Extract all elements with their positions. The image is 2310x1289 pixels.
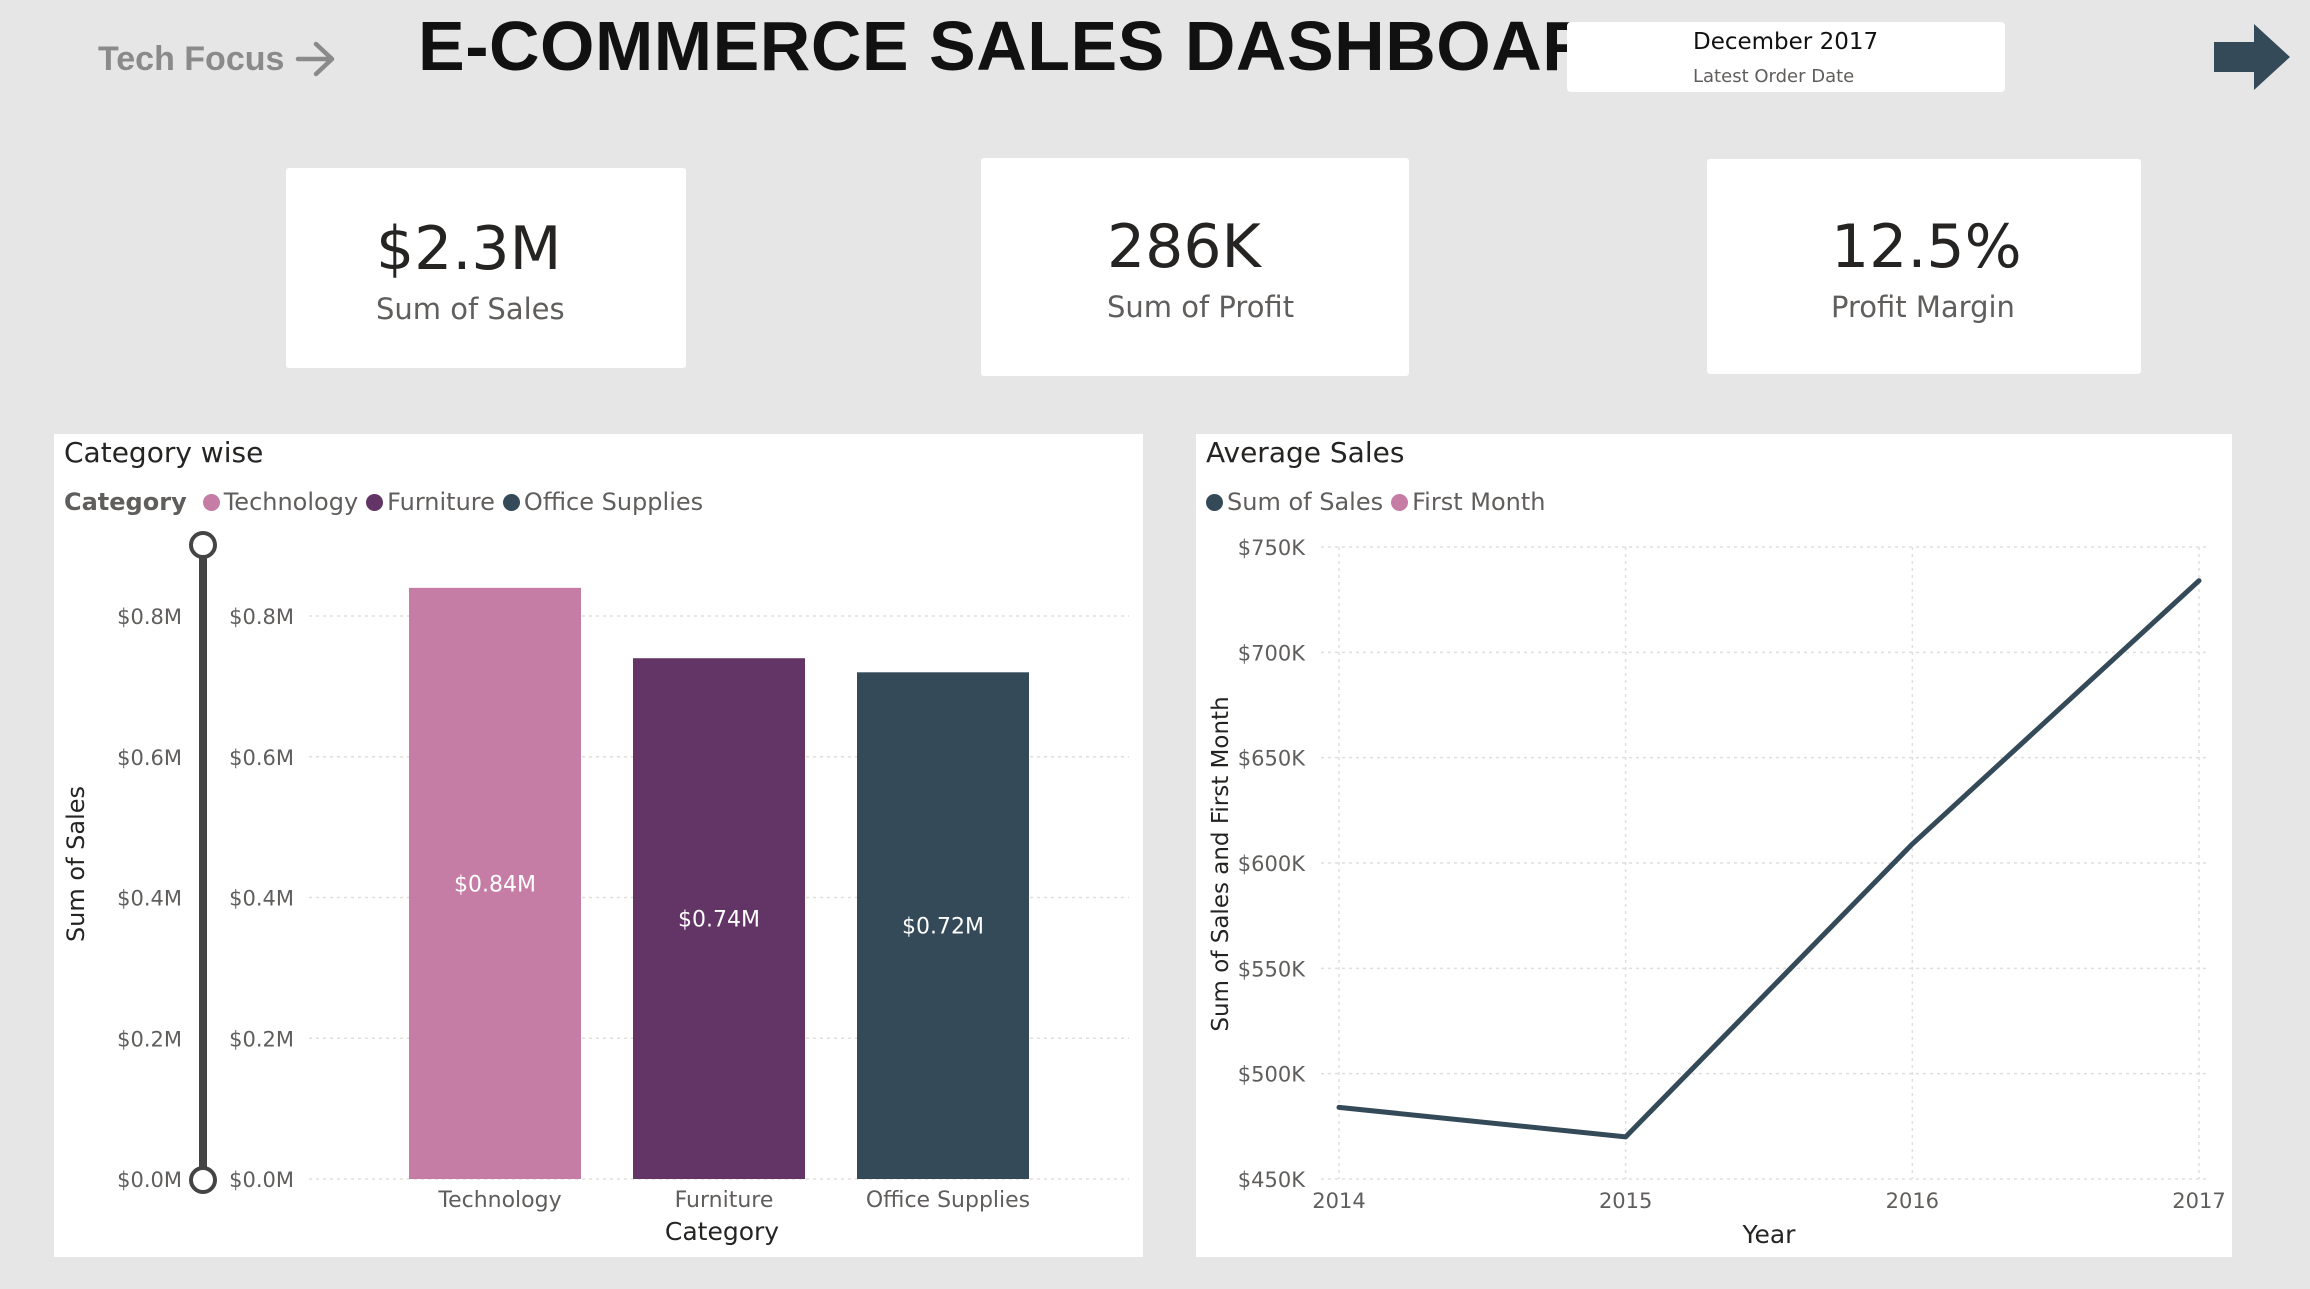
range-slider-handle-top xyxy=(189,531,217,559)
y-axis-title: Sum of Sales xyxy=(62,786,90,942)
y-tick-label-slider: $0.8M xyxy=(117,605,182,629)
legend-title: Category xyxy=(64,488,187,516)
legend-dot xyxy=(1206,493,1223,511)
kpi-profit-value: 286K xyxy=(1107,212,1261,282)
latest-order-date-label: Latest Order Date xyxy=(1693,66,1855,87)
legend-label: Office Supplies xyxy=(523,488,704,516)
average-sales-title: Average Sales xyxy=(1206,436,1405,469)
legend-dot xyxy=(366,493,384,511)
category-chart-title: Category wise xyxy=(64,436,264,469)
range-slider-handle-bottom xyxy=(189,1166,217,1194)
latest-order-date-card: December 2017 Latest Order Date xyxy=(1567,22,2005,92)
legend-item-furniture[interactable]: Furniture xyxy=(366,488,495,516)
y-tick-label: $550K xyxy=(1238,957,1306,981)
bar-data-label: $0.84M xyxy=(454,872,536,897)
legend-dot xyxy=(502,493,520,511)
legend-dot xyxy=(202,493,220,511)
kpi-card-sales: $2.3M Sum of Sales xyxy=(286,168,686,368)
category-legend: Category Technology Furniture Office Sup… xyxy=(64,488,711,516)
legend-item-sum-of-sales[interactable]: Sum of Sales xyxy=(1206,488,1383,516)
x-tick-label: 2015 xyxy=(1599,1189,1652,1213)
legend-item-technology[interactable]: Technology xyxy=(202,488,359,516)
kpi-card-profit: 286K Sum of Profit xyxy=(981,158,1409,376)
kpi-sales-label: Sum of Sales xyxy=(376,292,565,326)
y-tick-label: $0.6M xyxy=(229,746,294,770)
y-tick-label: $0.4M xyxy=(229,887,294,911)
y-tick-label: $700K xyxy=(1238,641,1306,665)
bar-data-label: $0.72M xyxy=(902,915,984,940)
x-tick-label: Furniture xyxy=(675,1188,774,1213)
y-tick-label-slider: $0.6M xyxy=(117,746,182,770)
category-chart-panel: Category wise Category Technology Furnit… xyxy=(54,434,1143,1257)
legend-label: First Month xyxy=(1412,488,1546,516)
y-tick-label-slider: $0.4M xyxy=(117,887,182,911)
latest-order-date-value: December 2017 xyxy=(1693,29,1879,55)
bar-furniture xyxy=(633,658,805,1179)
y-axis-title: Sum of Sales and First Month xyxy=(1208,696,1234,1031)
x-tick-label: 2017 xyxy=(2172,1189,2225,1213)
average-sales-legend: Sum of Sales First Month xyxy=(1206,488,1553,516)
legend-label: Furniture xyxy=(387,488,495,516)
kpi-profit-label: Sum of Profit xyxy=(1107,290,1295,324)
legend-label: Technology xyxy=(223,488,359,516)
y-tick-label: $0.0M xyxy=(229,1168,294,1192)
tech-focus-label: Tech Focus xyxy=(98,39,285,78)
average-sales-panel: Average Sales Sum of Sales First Month $… xyxy=(1196,434,2232,1257)
x-axis-title: Category xyxy=(665,1217,779,1246)
y-tick-label-slider: $0.2M xyxy=(117,1027,182,1051)
y-tick-label-slider: $0.0M xyxy=(117,1168,182,1192)
bar-data-label: $0.74M xyxy=(678,908,760,933)
y-tick-label: $450K xyxy=(1238,1168,1306,1192)
bar-technology xyxy=(409,587,581,1179)
y-tick-label: $600K xyxy=(1238,852,1306,876)
line-series-sum-of-sales xyxy=(1336,578,2202,1140)
y-tick-label: $750K xyxy=(1238,536,1306,560)
legend-item-first-month[interactable]: First Month xyxy=(1391,488,1545,516)
arrow-right-icon xyxy=(296,41,335,77)
y-tick-label: $650K xyxy=(1238,747,1306,771)
tech-focus-nav-button[interactable]: Tech Focus xyxy=(98,36,338,82)
average-sales-line-chart: $450K $500K $550K $600K $650K $700K $750K 2014 2… xyxy=(1208,536,2226,1249)
x-tick-label: 2014 xyxy=(1312,1189,1365,1213)
y-tick-label: $0.2M xyxy=(229,1027,294,1051)
kpi-margin-value: 12.5% xyxy=(1831,212,2022,282)
x-tick-label: 2016 xyxy=(1886,1189,1939,1213)
kpi-card-profit-margin: 12.5% Profit Margin xyxy=(1707,159,2141,374)
x-tick-label: Technology xyxy=(437,1188,561,1213)
category-bar-chart: $0.0M $0.0M $0.2M $0.2M $0.4M $0.4M $0.6M $0.6M… xyxy=(62,531,1129,1246)
x-axis-title: Year xyxy=(1742,1220,1797,1249)
kpi-sales-value: $2.3M xyxy=(376,214,562,284)
y-tick-label: $0.8M xyxy=(229,605,294,629)
next-page-arrow-icon[interactable] xyxy=(2210,22,2294,92)
page-title: E-COMMERCE SALES DASHBOARD xyxy=(418,7,1645,85)
legend-label: Sum of Sales xyxy=(1227,488,1384,516)
x-tick-label: Office Supplies xyxy=(866,1188,1030,1213)
bar-office-supplies xyxy=(857,672,1029,1179)
y-tick-label: $500K xyxy=(1238,1063,1306,1087)
legend-item-office-supplies[interactable]: Office Supplies xyxy=(502,488,704,516)
kpi-margin-label: Profit Margin xyxy=(1831,290,2015,324)
legend-dot xyxy=(1391,493,1409,511)
